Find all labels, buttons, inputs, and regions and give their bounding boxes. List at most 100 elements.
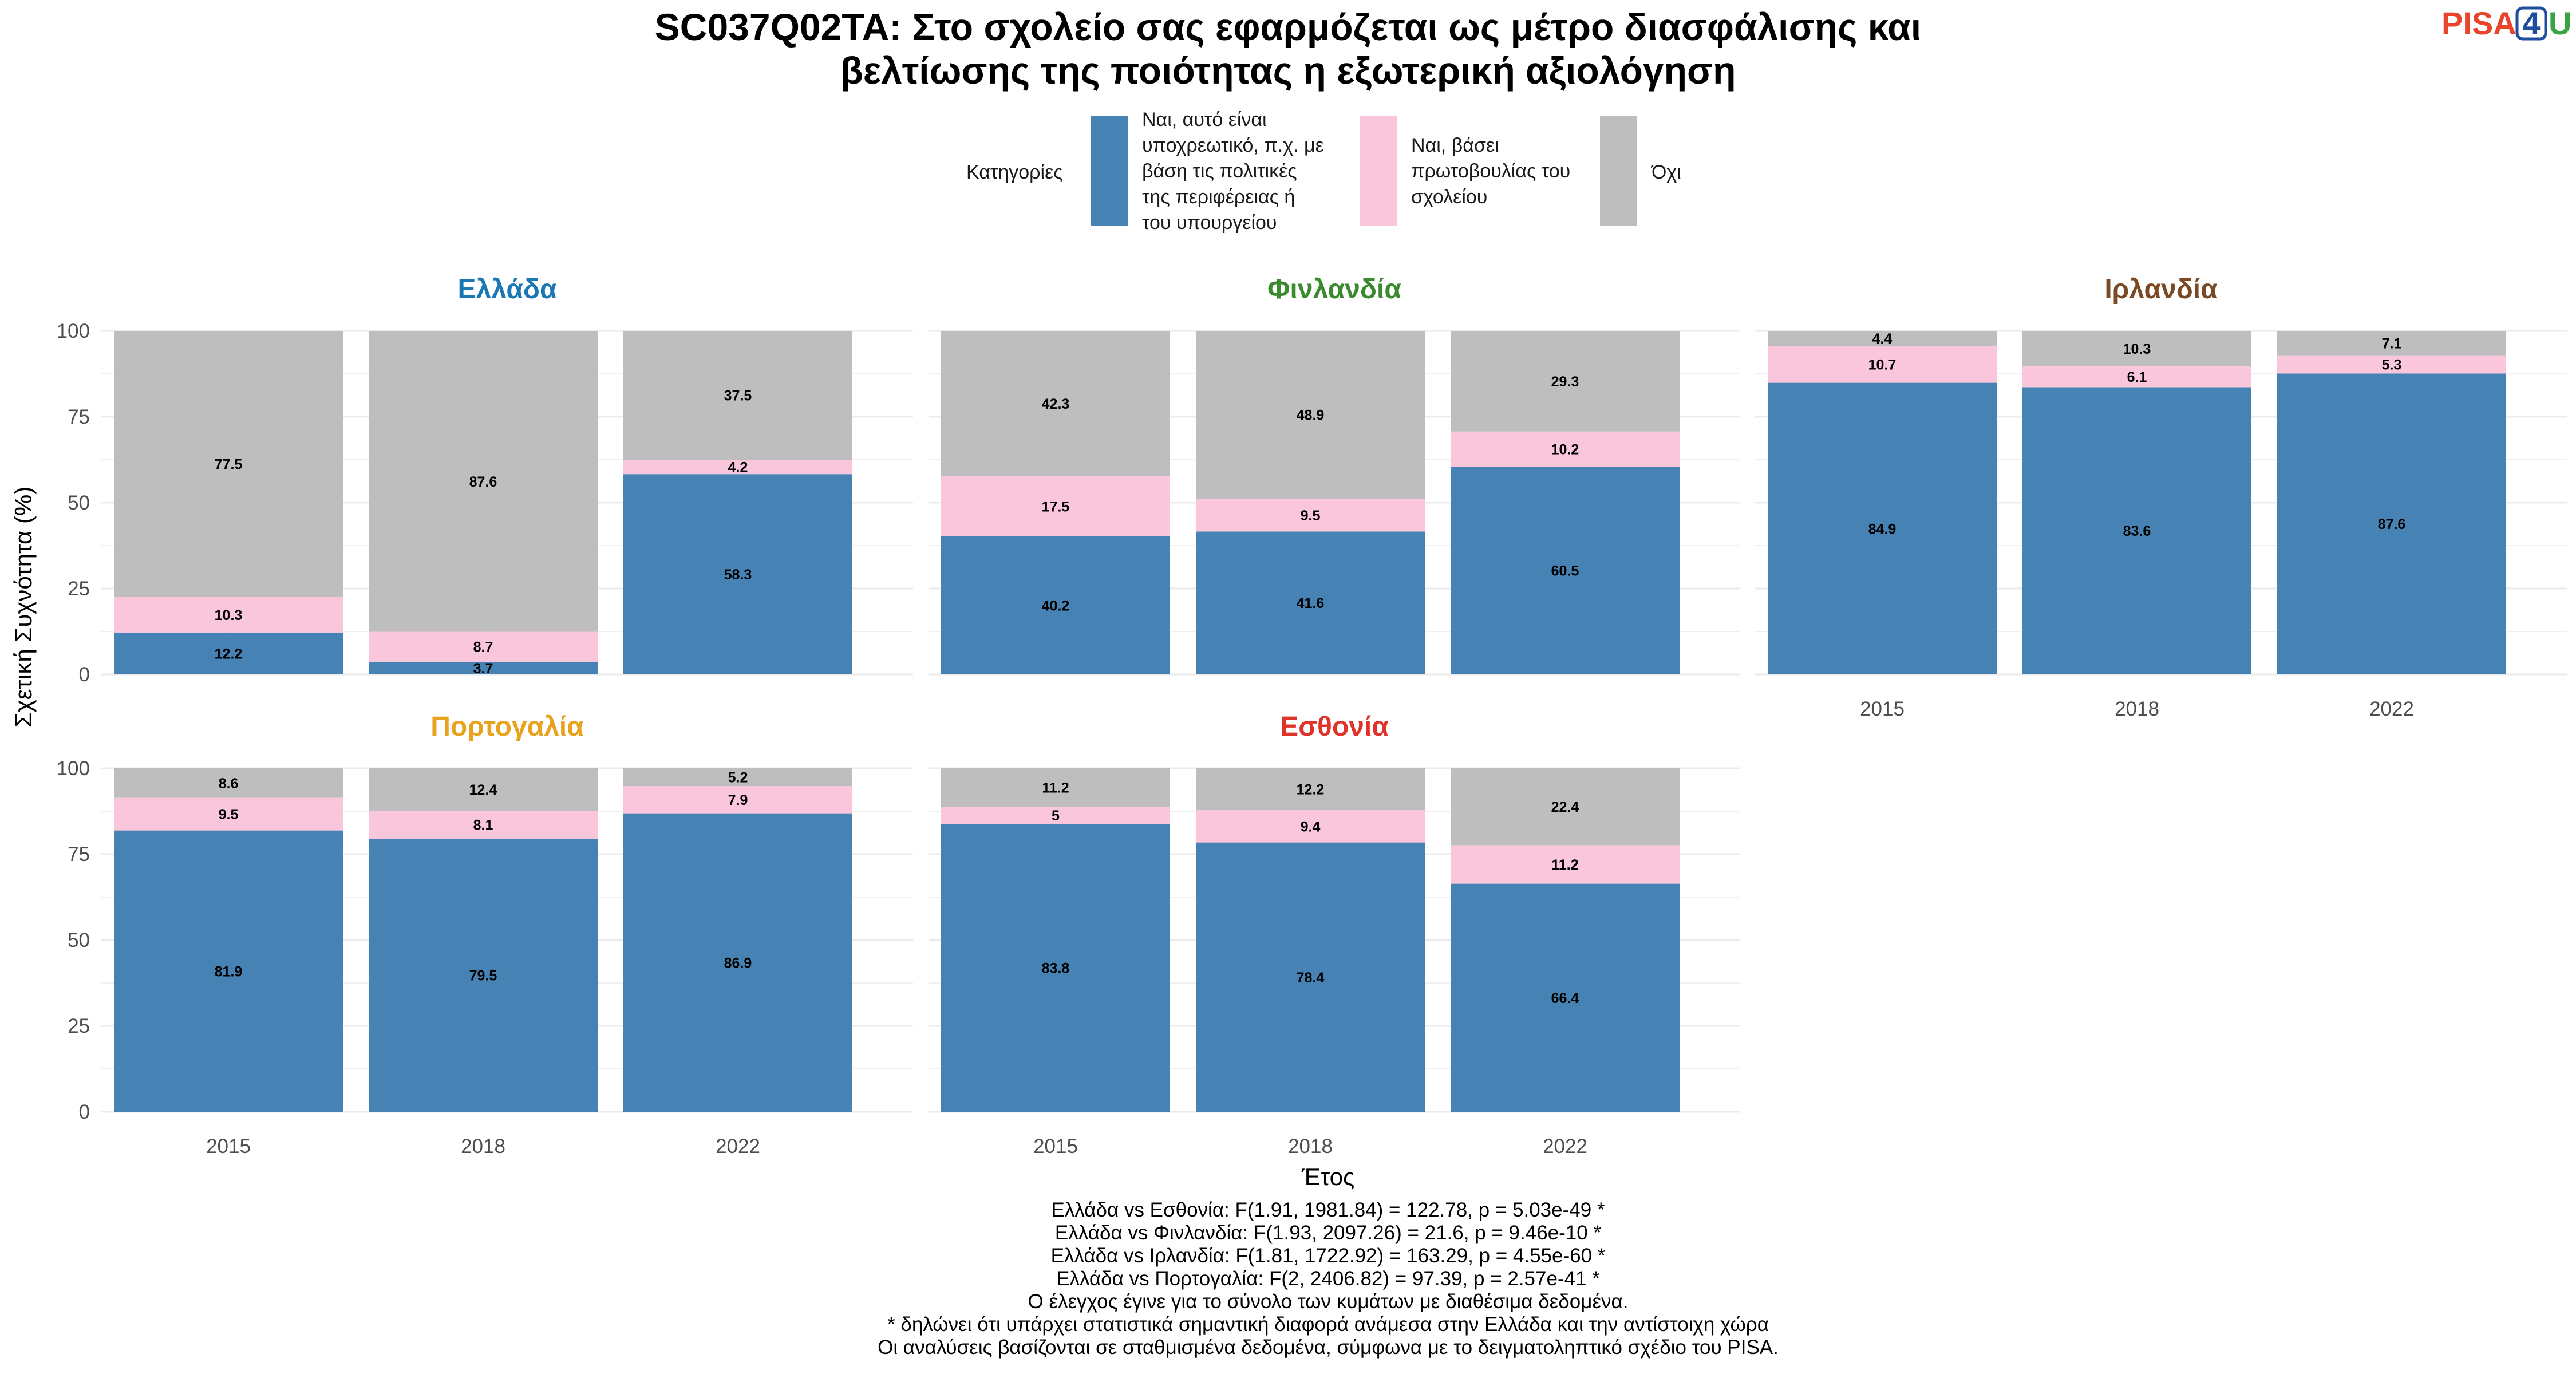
bar-segment bbox=[114, 797, 343, 831]
legend-swatch-no bbox=[1600, 116, 1637, 226]
data-label: 41.6 bbox=[1297, 595, 1325, 611]
legend-label-line: της περιφέρειας ή bbox=[1142, 186, 1295, 208]
bar-segment bbox=[114, 597, 343, 633]
y-tick-label: 25 bbox=[68, 578, 90, 600]
data-label: 5 bbox=[1052, 808, 1060, 824]
data-label: 8.7 bbox=[473, 639, 493, 656]
bar-segment bbox=[1196, 499, 1425, 532]
bar-segment bbox=[2022, 366, 2251, 388]
y-tick-label: 100 bbox=[57, 757, 90, 780]
facet-title: Ελλάδα bbox=[458, 274, 557, 305]
panel-1: Ελλάδα 0 25 50 75 100 12.2 10.3 77.5 3.7 8.7 87.6 58… bbox=[57, 274, 913, 686]
data-label: 42.3 bbox=[1042, 396, 1070, 412]
bar-segment bbox=[2277, 331, 2506, 356]
bar-segment bbox=[369, 331, 598, 632]
data-label: 11.2 bbox=[1551, 857, 1578, 873]
bar-segment bbox=[369, 839, 598, 1112]
data-label: 10.3 bbox=[2123, 341, 2151, 357]
note-line-4: Ελλάδα vs Πορτογαλία: F(2, 2406.82) = 97… bbox=[1056, 1268, 1600, 1290]
data-label: 78.4 bbox=[1297, 970, 1325, 986]
y-tick-label: 0 bbox=[79, 664, 90, 686]
bar-segment bbox=[623, 474, 852, 674]
y-tick-label: 75 bbox=[68, 406, 90, 428]
panel-2: Φινλανδία 40.2 17.5 42.3 41.6 9.5 48.9 60.5 10.2… bbox=[929, 274, 1740, 676]
y-tick-label: 25 bbox=[68, 1015, 90, 1037]
panel-3: Ιρλανδία 2015 2018 2022 84.9 10.7 4.4 83.6 6.1 10… bbox=[1755, 274, 2567, 720]
data-label: 9.4 bbox=[1301, 819, 1321, 835]
data-label: 86.9 bbox=[724, 955, 752, 971]
legend-label-line: Ναι, βάσει bbox=[1411, 135, 1499, 156]
bar-segment bbox=[2022, 387, 2251, 674]
legend-label-line: Ναι, αυτό είναι bbox=[1142, 109, 1267, 131]
legend-label-line: βάση τις πολιτικές bbox=[1142, 160, 1297, 182]
legend-label-no: Όχι bbox=[1650, 161, 1681, 183]
legend-label-line: του υπουργείου bbox=[1142, 212, 1277, 234]
data-label: 83.6 bbox=[2123, 523, 2151, 539]
logo-four-text: 4 bbox=[2522, 5, 2540, 41]
data-label: 6.1 bbox=[2127, 369, 2147, 385]
bar-segment bbox=[114, 331, 343, 597]
bar-segment bbox=[114, 632, 343, 674]
data-label: 4.2 bbox=[728, 460, 748, 476]
data-label: 10.3 bbox=[215, 607, 243, 623]
bar-segment bbox=[1196, 768, 1425, 811]
chart-panels: Ελλάδα025507510012.210.377.53.78.787.658… bbox=[57, 274, 2567, 1158]
data-label: 29.3 bbox=[1551, 374, 1579, 390]
x-tick-label: 2022 bbox=[1543, 1135, 1587, 1158]
note-line-6: * δηλώνει ότι υπάρχει στατιστικά σημαντι… bbox=[887, 1313, 1769, 1336]
data-label: 87.6 bbox=[469, 474, 497, 490]
legend-label-mandatory: Ναι, αυτό είναι υποχρεωτικό, π.χ. με βάση … bbox=[1142, 109, 1324, 234]
data-label: 8.6 bbox=[219, 776, 239, 792]
bar-segment bbox=[623, 460, 852, 475]
panel-5: Εσθονία 2015 2018 2022 83.8 5 11.2 78.4 9.4 12.2 6… bbox=[929, 712, 1740, 1158]
data-label: 10.2 bbox=[1551, 441, 1579, 457]
bar-segment bbox=[623, 768, 852, 787]
x-tick-label: 2015 bbox=[1860, 698, 1905, 720]
bar-segment bbox=[2277, 373, 2506, 674]
data-label: 60.5 bbox=[1551, 563, 1579, 579]
data-label: 7.1 bbox=[2382, 335, 2402, 352]
logo-pisa-text: PISA bbox=[2441, 5, 2516, 41]
bar-segment bbox=[1768, 331, 1997, 346]
data-label: 5.2 bbox=[728, 770, 748, 786]
bar-segment bbox=[1451, 883, 1680, 1112]
legend: Κατηγορίες Ναι, αυτό είναι υποχρεωτικό, π… bbox=[966, 109, 1681, 234]
bar-segment bbox=[941, 536, 1170, 674]
bar-segment bbox=[1451, 845, 1680, 884]
bar-segment bbox=[1196, 810, 1425, 843]
facet-title: Εσθονία bbox=[1280, 712, 1389, 742]
data-label: 7.9 bbox=[728, 792, 748, 808]
data-label: 12.4 bbox=[469, 782, 497, 798]
data-label: 48.9 bbox=[1297, 408, 1325, 424]
bar-segment bbox=[2022, 331, 2251, 366]
note-line-1: Ελλάδα vs Εσθονία: F(1.91, 1981.84) = 12… bbox=[1051, 1199, 1605, 1221]
facet-title: Ιρλανδία bbox=[2104, 274, 2218, 305]
data-label: 9.5 bbox=[219, 807, 239, 823]
note-line-7: Οι αναλύσεις βασίζονται σε σταθμισμένα δ… bbox=[878, 1336, 1779, 1359]
x-tick-label: 2018 bbox=[2115, 698, 2159, 720]
y-tick-label: 75 bbox=[68, 843, 90, 866]
data-label: 12.2 bbox=[215, 646, 243, 662]
data-label: 83.8 bbox=[1042, 961, 1070, 977]
bar-segment bbox=[1768, 346, 1997, 383]
bar-segment bbox=[1451, 768, 1680, 846]
data-label: 17.5 bbox=[1042, 499, 1070, 515]
bar-segment bbox=[1196, 842, 1425, 1112]
data-label: 66.4 bbox=[1551, 990, 1579, 1006]
data-label: 9.5 bbox=[1301, 508, 1321, 524]
y-tick-label: 0 bbox=[79, 1101, 90, 1123]
bar-segment bbox=[941, 768, 1170, 807]
data-label: 37.5 bbox=[724, 388, 752, 404]
bar-segment bbox=[2277, 355, 2506, 374]
data-label: 12.2 bbox=[1297, 782, 1325, 798]
y-tick-label: 50 bbox=[68, 929, 90, 951]
bar-segment bbox=[623, 786, 852, 814]
bar-segment bbox=[1196, 531, 1425, 674]
y-tick-label: 50 bbox=[68, 492, 90, 514]
bar-segment bbox=[623, 813, 852, 1112]
bar-segment bbox=[114, 830, 343, 1112]
data-label: 81.9 bbox=[215, 964, 243, 980]
bar-segment bbox=[941, 476, 1170, 536]
bar-segment bbox=[941, 824, 1170, 1112]
